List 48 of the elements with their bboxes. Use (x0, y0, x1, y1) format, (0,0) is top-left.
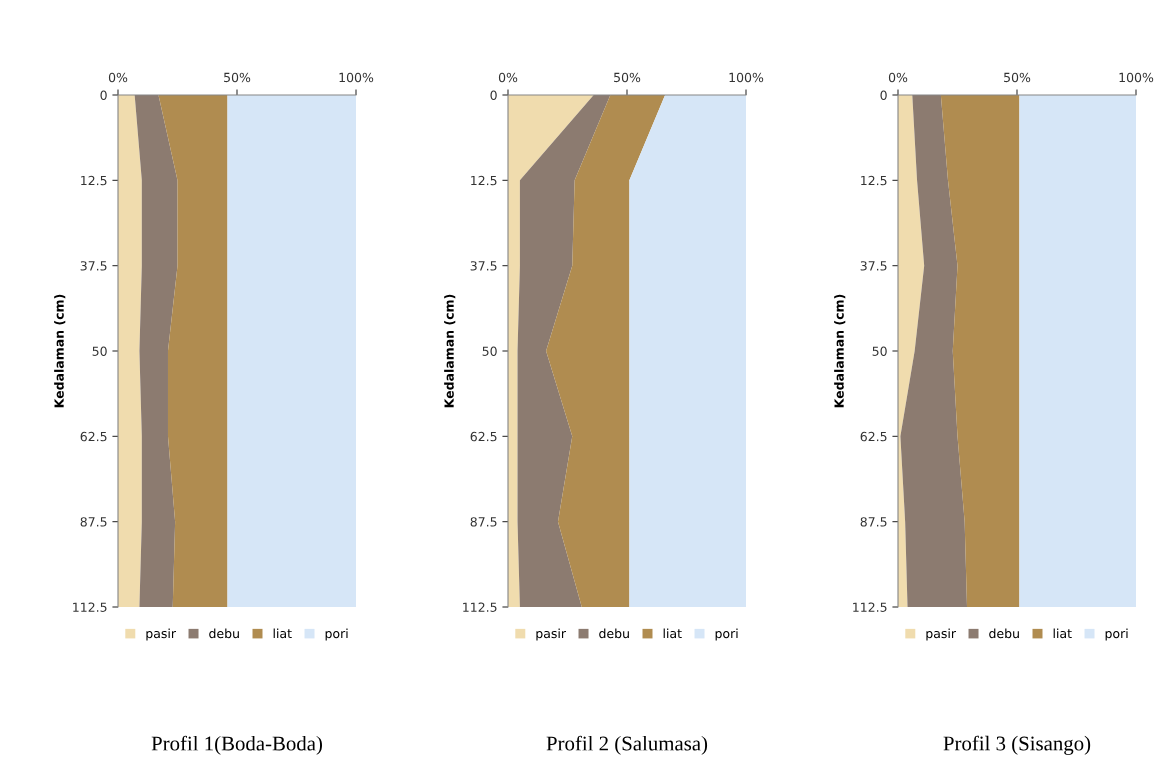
legend-label: liat (1053, 628, 1072, 639)
x-tick-label: 0% (108, 72, 128, 83)
x-tick-label: 50% (1004, 72, 1031, 83)
legend-label: pori (715, 628, 738, 641)
y-tick-label: 37.5 (80, 261, 107, 271)
y-tick-label: 62.5 (470, 431, 497, 442)
x-tick-label: 100% (729, 72, 764, 83)
legend-label: pori (1105, 628, 1128, 641)
text: Profil 2 (Salumasa) (546, 735, 708, 755)
y-tick-label: 0 (880, 90, 887, 100)
y-tick-label: 50 (482, 346, 497, 356)
legend-label: liat (663, 628, 682, 639)
legend-label: pori (325, 628, 348, 641)
y-tick-label: 87.5 (860, 517, 887, 527)
y-tick-label: 12.5 (471, 175, 497, 186)
legend-label: debu (209, 628, 239, 639)
x-tick-label: 0% (498, 72, 518, 83)
x-tick-label: 50% (224, 72, 251, 83)
y-tick-label: 112.5 (73, 602, 107, 612)
y-tick-label: 62.5 (860, 431, 887, 442)
y-tick-label: 87.5 (80, 517, 107, 527)
y-axis-title: Kedalaman (cm) (54, 294, 66, 408)
y-tick-label: 62.5 (80, 431, 107, 442)
y-tick-label: 112.5 (463, 602, 497, 612)
y-tick-label: 37.5 (470, 261, 497, 271)
y-tick-label: 12.5 (861, 175, 887, 186)
legend-label: debu (989, 628, 1019, 639)
y-tick-label: 50 (872, 346, 887, 356)
legend-label: pasir (536, 628, 567, 641)
y-axis-title: Kedalaman (cm) (834, 294, 846, 408)
y-tick-label: 12.5 (81, 175, 107, 186)
y-tick-label: 50 (92, 346, 107, 356)
x-tick-label: 0% (888, 72, 908, 83)
legend-label: pasir (926, 628, 957, 641)
y-tick-label: 0 (490, 90, 497, 100)
legend-label: debu (599, 628, 629, 639)
legend-label: pasir (146, 628, 177, 641)
y-tick-label: 0 (100, 90, 107, 100)
y-tick-label: 87.5 (470, 517, 497, 527)
x-tick-label: 100% (339, 72, 374, 83)
y-axis-title: Kedalaman (cm) (444, 294, 456, 408)
x-tick-label: 50% (614, 72, 641, 83)
x-tick-label: 100% (1119, 72, 1154, 83)
y-tick-label: 37.5 (860, 261, 887, 271)
y-tick-label: 112.5 (853, 602, 887, 612)
legend-label: liat (273, 628, 292, 639)
text: Profil 3 (Sisango) (943, 735, 1091, 755)
text: Profil 1(Boda-Boda) (151, 735, 323, 755)
